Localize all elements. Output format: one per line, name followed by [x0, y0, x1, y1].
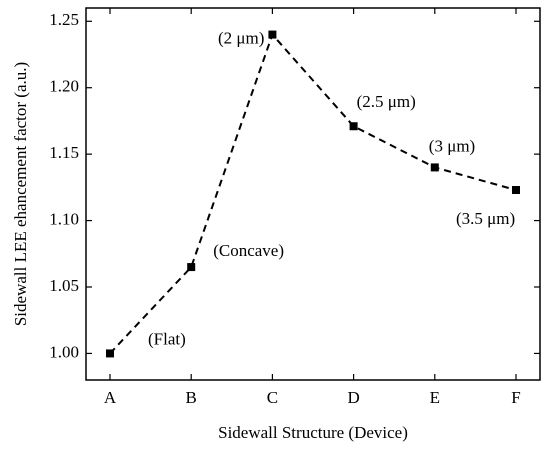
annotation: (Flat) [148, 329, 186, 348]
x-tick-label: E [430, 388, 440, 407]
y-tick-label: 1.10 [49, 209, 79, 228]
y-tick-label: 1.25 [49, 10, 79, 29]
y-axis-label: Sidewall LEE ehancement factor (a.u.) [11, 62, 30, 326]
y-tick-label: 1.00 [49, 342, 79, 361]
x-tick-label: A [104, 388, 117, 407]
annotation: (3.5 μm) [456, 209, 515, 228]
annotation: (2.5 μm) [357, 92, 416, 111]
annotation: (Concave) [213, 241, 284, 260]
data-point [268, 30, 277, 39]
data-line [109, 32, 517, 355]
x-axis-label: Sidewall Structure (Device) [218, 423, 408, 442]
y-tick-label: 1.20 [49, 77, 79, 96]
data-point [512, 186, 520, 195]
x-tick-label: D [347, 388, 359, 407]
annotation: (2 μm) [218, 28, 264, 47]
data-point [187, 263, 196, 272]
x-tick-label: F [511, 388, 520, 407]
x-tick-label: C [267, 388, 278, 407]
y-tick-label: 1.15 [49, 143, 79, 162]
annotation: (3 μm) [429, 136, 475, 155]
data-point [430, 163, 439, 172]
x-tick-label: B [186, 388, 197, 407]
data-point [106, 349, 114, 358]
data-point [349, 122, 358, 131]
plot-frame [85, 7, 541, 381]
y-tick-label: 1.05 [49, 276, 79, 295]
